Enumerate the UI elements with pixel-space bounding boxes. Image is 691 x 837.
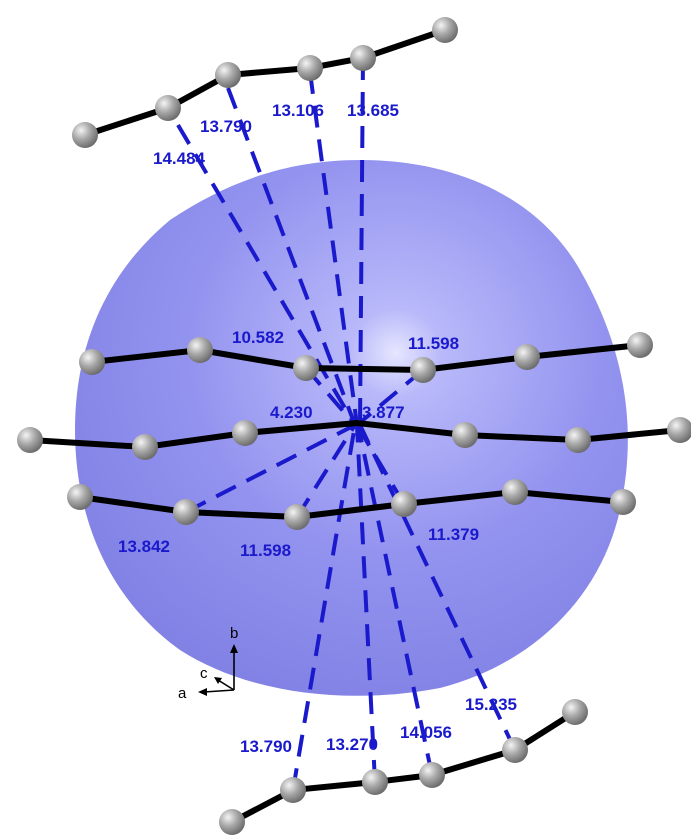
distance-label: 13.790 bbox=[240, 737, 292, 756]
distance-label: 10.582 bbox=[232, 328, 284, 347]
contact-top-4 bbox=[358, 57, 365, 426]
atom bbox=[565, 427, 591, 453]
contact-bottom-1 bbox=[291, 424, 357, 791]
distance-labels: 14.484 13.790 13.106 13.685 10.582 11.59… bbox=[118, 101, 517, 756]
chain-lower bbox=[77, 488, 626, 521]
atom bbox=[362, 769, 388, 795]
atom bbox=[155, 95, 181, 121]
atom bbox=[514, 344, 540, 370]
atom bbox=[79, 349, 105, 375]
distance-label: 3.877 bbox=[362, 403, 405, 422]
atom bbox=[17, 427, 43, 453]
chain-upper bbox=[89, 342, 643, 374]
atom bbox=[502, 737, 528, 763]
atom bbox=[187, 337, 213, 363]
axis-label-b: b bbox=[230, 625, 238, 642]
atom bbox=[419, 762, 445, 788]
axis-indicator: b c a bbox=[178, 625, 238, 702]
atom bbox=[215, 62, 241, 88]
axis-label-a: a bbox=[178, 685, 187, 702]
axis-label-c: c bbox=[200, 665, 208, 682]
atom bbox=[232, 420, 258, 446]
atom bbox=[452, 422, 478, 448]
contact-bottom-4 bbox=[358, 424, 517, 751]
contact-bottom-3 bbox=[356, 424, 434, 776]
atom bbox=[284, 504, 310, 530]
contact-lines bbox=[176, 57, 517, 791]
distance-label: 13.685 bbox=[347, 101, 399, 120]
atom bbox=[132, 434, 158, 460]
atom bbox=[293, 355, 319, 381]
atom bbox=[391, 491, 417, 517]
atom bbox=[627, 332, 653, 358]
contact-upper-right bbox=[355, 368, 425, 427]
atom bbox=[280, 777, 306, 803]
contact-top-2 bbox=[226, 87, 357, 426]
chain-top bbox=[82, 27, 448, 138]
distance-label: 11.598 bbox=[408, 334, 459, 353]
distance-label: 11.598 bbox=[240, 541, 291, 560]
contact-lower-mid bbox=[295, 423, 357, 519]
contact-bottom-2 bbox=[355, 424, 377, 783]
distance-label: 13.106 bbox=[272, 101, 324, 120]
atoms bbox=[17, 17, 691, 835]
distance-label: 13.790 bbox=[200, 117, 252, 136]
distance-label: 11.379 bbox=[428, 525, 479, 544]
atom bbox=[219, 809, 245, 835]
atom bbox=[667, 417, 691, 443]
atom bbox=[502, 479, 528, 505]
atom bbox=[173, 499, 199, 525]
atom bbox=[410, 357, 436, 383]
distance-label: 14.056 bbox=[400, 723, 452, 742]
atom bbox=[72, 122, 98, 148]
atom bbox=[610, 489, 636, 515]
contact-top-1 bbox=[176, 123, 357, 427]
distance-label: 13.270 bbox=[326, 735, 378, 754]
distance-label: 13.842 bbox=[118, 537, 170, 556]
atom bbox=[562, 699, 588, 725]
distance-label: 4.230 bbox=[270, 403, 313, 422]
atom bbox=[350, 45, 376, 71]
atom bbox=[432, 17, 458, 43]
atom bbox=[297, 55, 323, 81]
atom bbox=[67, 484, 93, 510]
distance-label: 14.484 bbox=[153, 149, 206, 168]
contact-top-3 bbox=[308, 71, 359, 426]
distance-label: 15.235 bbox=[465, 695, 517, 714]
